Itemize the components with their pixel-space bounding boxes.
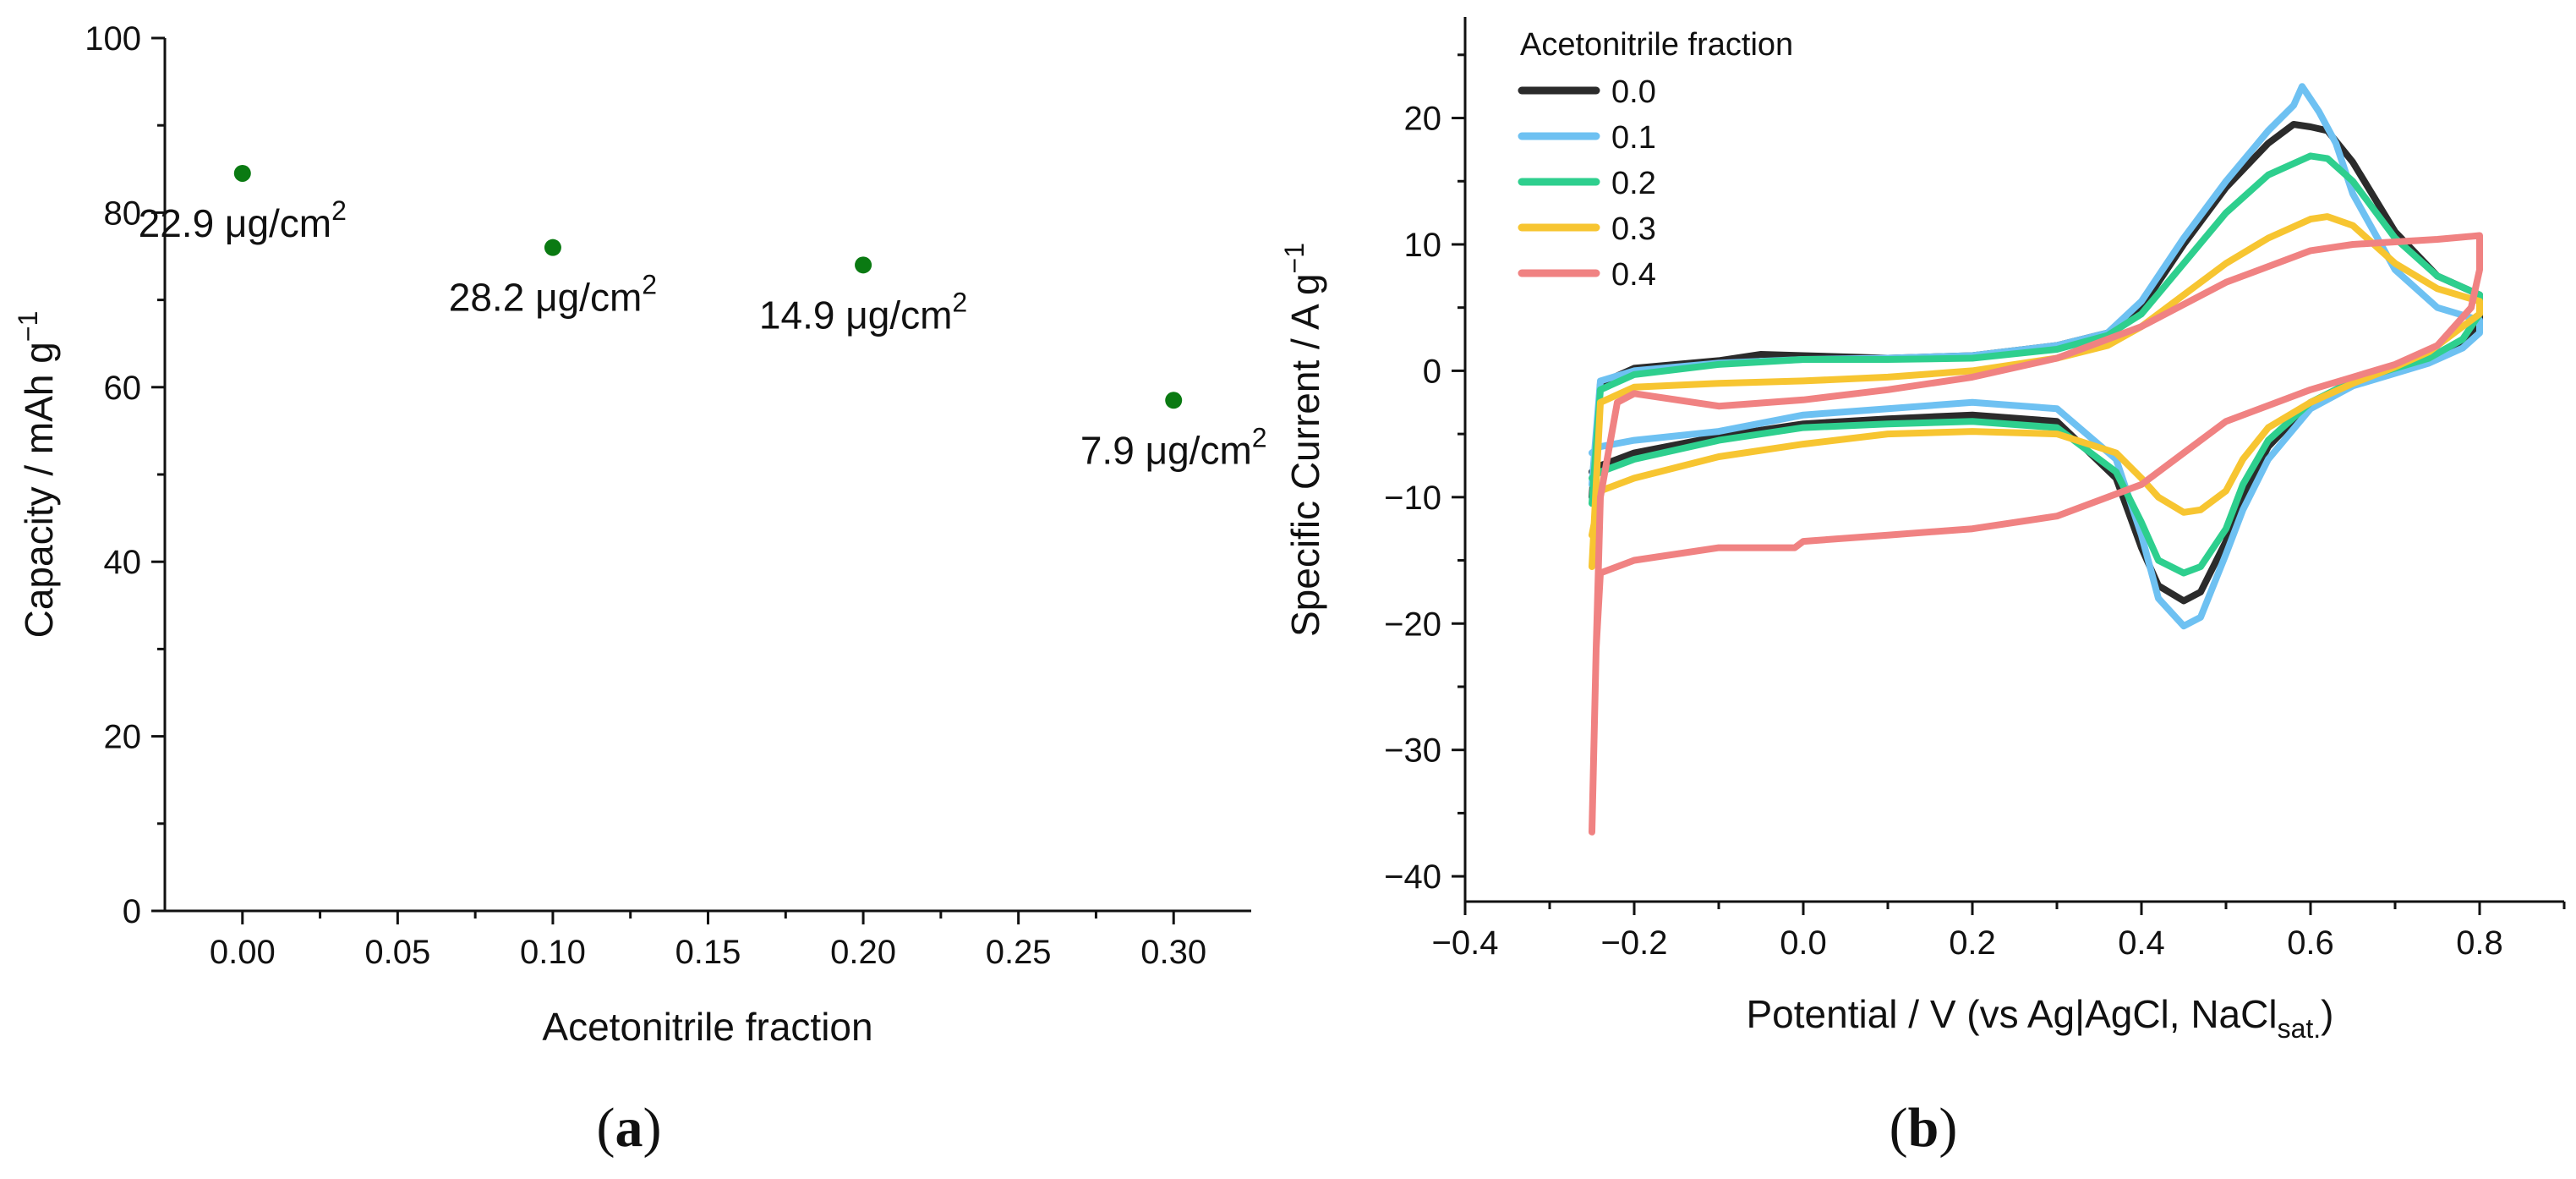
panel-a-x-axis-title: Acetonitrile fraction bbox=[542, 1005, 872, 1049]
panel-a-x-tick-label: 0.15 bbox=[675, 934, 741, 971]
panel-a-point-group: 22.9 μg/cm2 28.2 μg/cm2 14.9 μg/cm2 7.9 μg/… bbox=[139, 164, 1267, 472]
data-point bbox=[1165, 392, 1183, 409]
point-annotation: 28.2 μg/cm2 bbox=[449, 270, 657, 320]
panel-b-x-tick-label: 0.2 bbox=[1949, 924, 1996, 962]
panel-b-y-tick-label: −10 bbox=[1384, 480, 1441, 517]
panel-b-cyclic-voltammetry-chart: −0.4 −0.2 0.0 0.2 0.4 0.6 0.8 −40 −30 −20 −10 0 10 20… bbox=[1279, 17, 2566, 1159]
panel-a-capacity-chart: 0.00 0.05 0.10 0.15 0.20 0.25 0.30 0 20 40 60 80 100… bbox=[13, 20, 1267, 1159]
panel-a-y-tick-label: 40 bbox=[104, 544, 142, 581]
legend-label: 0.4 bbox=[1611, 257, 1656, 293]
panel-b-x-tick-label: 0.8 bbox=[2456, 924, 2503, 962]
panel-b-label: (b) bbox=[1890, 1097, 1958, 1159]
legend-title: Acetonitrile fraction bbox=[1520, 27, 1793, 63]
panel-a-tick-group: 0.00 0.05 0.10 0.15 0.20 0.25 0.30 0 20 40 60 80 100 bbox=[85, 20, 1206, 971]
panel-b-y-tick-label: −20 bbox=[1384, 606, 1441, 643]
data-point bbox=[855, 256, 872, 274]
data-point bbox=[544, 239, 561, 256]
panel-a-x-tick-label: 0.00 bbox=[210, 934, 276, 971]
panel-a-label: (a) bbox=[597, 1097, 662, 1159]
panel-a-y-axis-title: Capacity / mAh g−1 bbox=[13, 311, 61, 639]
panel-b-series-group bbox=[1589, 83, 2483, 836]
legend-label: 0.3 bbox=[1611, 211, 1656, 247]
legend-label: 0.0 bbox=[1611, 74, 1656, 110]
panel-a-x-tick-label: 0.25 bbox=[986, 934, 1052, 971]
panel-b-y-tick-label: 0 bbox=[1423, 353, 1441, 390]
panel-b-tick-group: −0.4 −0.2 0.0 0.2 0.4 0.6 0.8 −40 −30 −20 −10 0 10 20 bbox=[1384, 53, 2566, 962]
panel-b-x-tick-label: 0.4 bbox=[2118, 924, 2165, 962]
panel-a-x-tick-label: 0.30 bbox=[1140, 934, 1206, 971]
panel-a-y-tick-label: 60 bbox=[104, 370, 142, 407]
panel-b-x-axis-title: Potential / V (vs Ag|AgCl, NaClsat.) bbox=[1746, 992, 2333, 1044]
series-line-0.1 bbox=[1589, 83, 2483, 630]
data-point bbox=[233, 164, 251, 182]
panel-a-y-tick-label: 0 bbox=[123, 893, 141, 930]
panel-a-x-tick-label: 0.20 bbox=[830, 934, 896, 971]
point-annotation: 7.9 μg/cm2 bbox=[1080, 422, 1267, 472]
panel-b-y-tick-label: 10 bbox=[1404, 227, 1442, 264]
panel-b-x-tick-label: 0.0 bbox=[1780, 924, 1827, 962]
panel-a-x-tick-label: 0.05 bbox=[364, 934, 430, 971]
panel-b-x-tick-label: −0.2 bbox=[1601, 924, 1668, 962]
panel-b-y-tick-label: 20 bbox=[1404, 101, 1442, 138]
panel-a-y-tick-label: 20 bbox=[104, 719, 142, 756]
panel-a-y-tick-label: 100 bbox=[85, 20, 141, 58]
panel-b-y-tick-label: −40 bbox=[1384, 858, 1441, 896]
panel-b-y-axis-title: Specific Current / A g−1 bbox=[1279, 243, 1327, 637]
panel-b-legend: Acetonitrile fraction 0.0 0.1 0.2 0.3 0.4 bbox=[1518, 27, 1793, 293]
panel-b-x-tick-label: −0.4 bbox=[1432, 924, 1499, 962]
legend-label: 0.2 bbox=[1611, 166, 1656, 201]
series-line-0.4 bbox=[1589, 232, 2483, 836]
panel-a-y-tick-label: 80 bbox=[104, 195, 142, 232]
panel-a-x-tick-label: 0.10 bbox=[520, 934, 586, 971]
point-annotation: 14.9 μg/cm2 bbox=[759, 287, 967, 337]
panel-b-y-tick-label: −30 bbox=[1384, 732, 1441, 770]
point-annotation: 22.9 μg/cm2 bbox=[139, 195, 347, 245]
panel-b-x-tick-label: 0.6 bbox=[2287, 924, 2334, 962]
series-line-0.2 bbox=[1589, 152, 2483, 577]
legend-label: 0.1 bbox=[1611, 120, 1656, 156]
